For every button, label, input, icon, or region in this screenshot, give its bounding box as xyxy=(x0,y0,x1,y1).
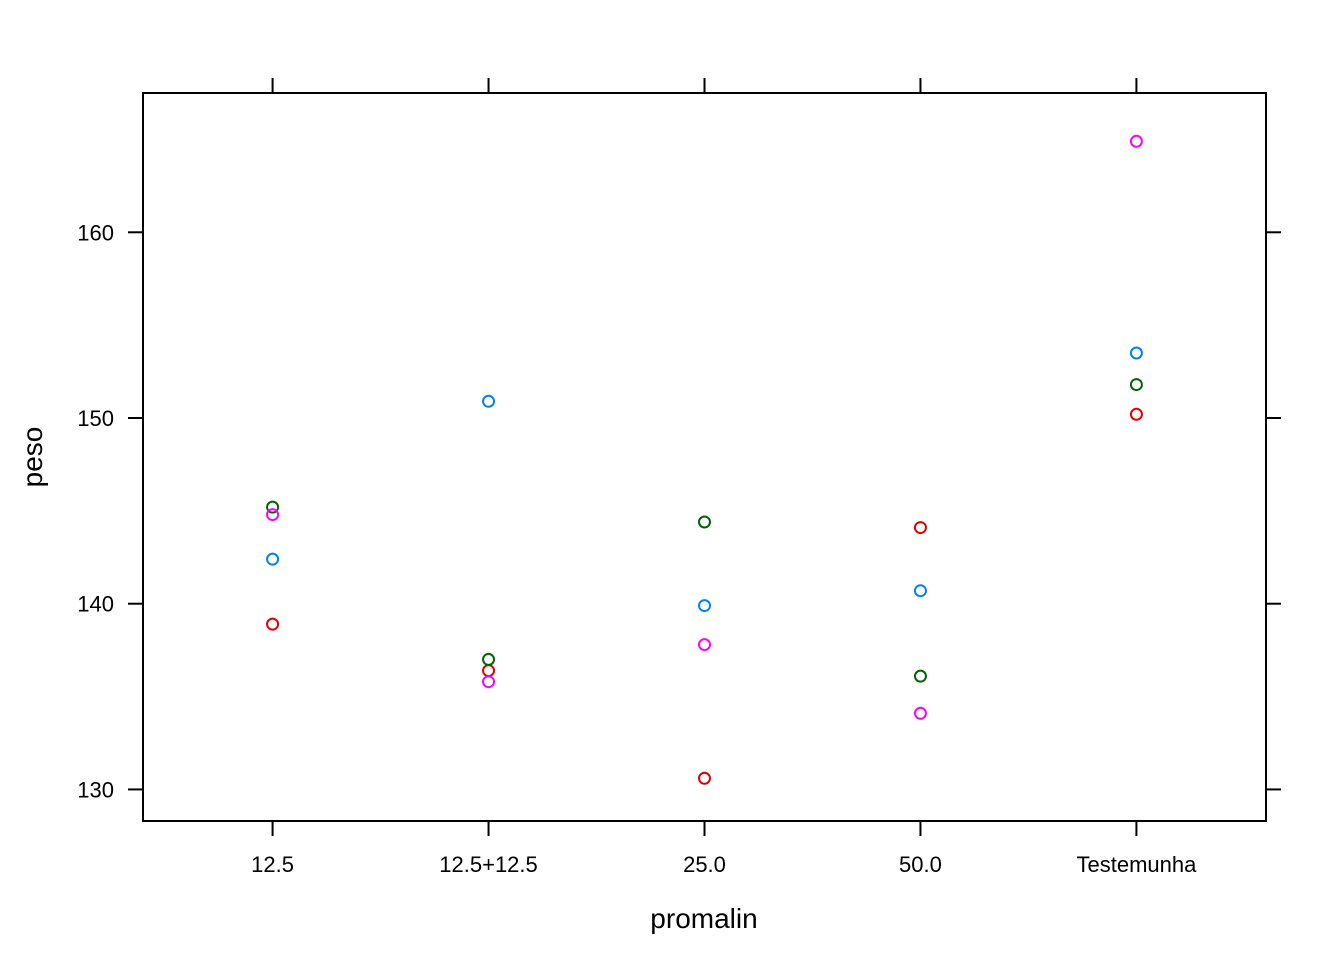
data-point-series-2 xyxy=(698,515,711,529)
y-tick-label: 130 xyxy=(77,777,114,802)
x-axis: 12.5 12.5+12.5 25.0 50.0 Testemunha xyxy=(251,78,1197,877)
data-point-series-3 xyxy=(698,599,711,613)
data-point-series-3 xyxy=(1129,346,1143,360)
data-point-series-3 xyxy=(482,394,496,408)
data-point-series-2 xyxy=(1129,378,1143,392)
x-tick-label: 25.0 xyxy=(683,852,726,877)
data-point-series-4 xyxy=(482,675,496,689)
data-point-series-4 xyxy=(913,706,927,720)
data-point-series-3 xyxy=(913,584,927,598)
data-point-series-4 xyxy=(698,638,711,652)
data-point-series-1 xyxy=(266,617,280,631)
data-point-series-2 xyxy=(482,652,496,666)
data-point-series-2 xyxy=(266,500,280,514)
data-point-series-1 xyxy=(913,521,927,535)
data-point-series-4 xyxy=(1129,134,1143,148)
data-point-series-4 xyxy=(266,508,280,522)
plot-frame xyxy=(142,92,1267,822)
y-tick-label: 150 xyxy=(77,406,114,431)
data-point-series-1 xyxy=(1129,407,1143,421)
data-point-series-3 xyxy=(266,552,280,566)
data-point-series-1 xyxy=(698,771,711,785)
x-tick-label: 50.0 xyxy=(899,852,942,877)
data-points xyxy=(266,134,1143,785)
x-tick-label: 12.5 xyxy=(251,852,294,877)
y-tick-label: 160 xyxy=(77,220,114,245)
x-tick-label: Testemunha xyxy=(1076,852,1197,877)
y-axis: 130 140 150 160 xyxy=(77,220,1281,802)
x-tick-label: 12.5+12.5 xyxy=(439,852,537,877)
x-axis-title: promalin xyxy=(650,903,757,934)
data-point-series-2 xyxy=(913,669,927,683)
data-point-series-1 xyxy=(482,664,496,678)
y-tick-label: 140 xyxy=(77,592,114,617)
y-axis-title: peso xyxy=(17,427,48,488)
